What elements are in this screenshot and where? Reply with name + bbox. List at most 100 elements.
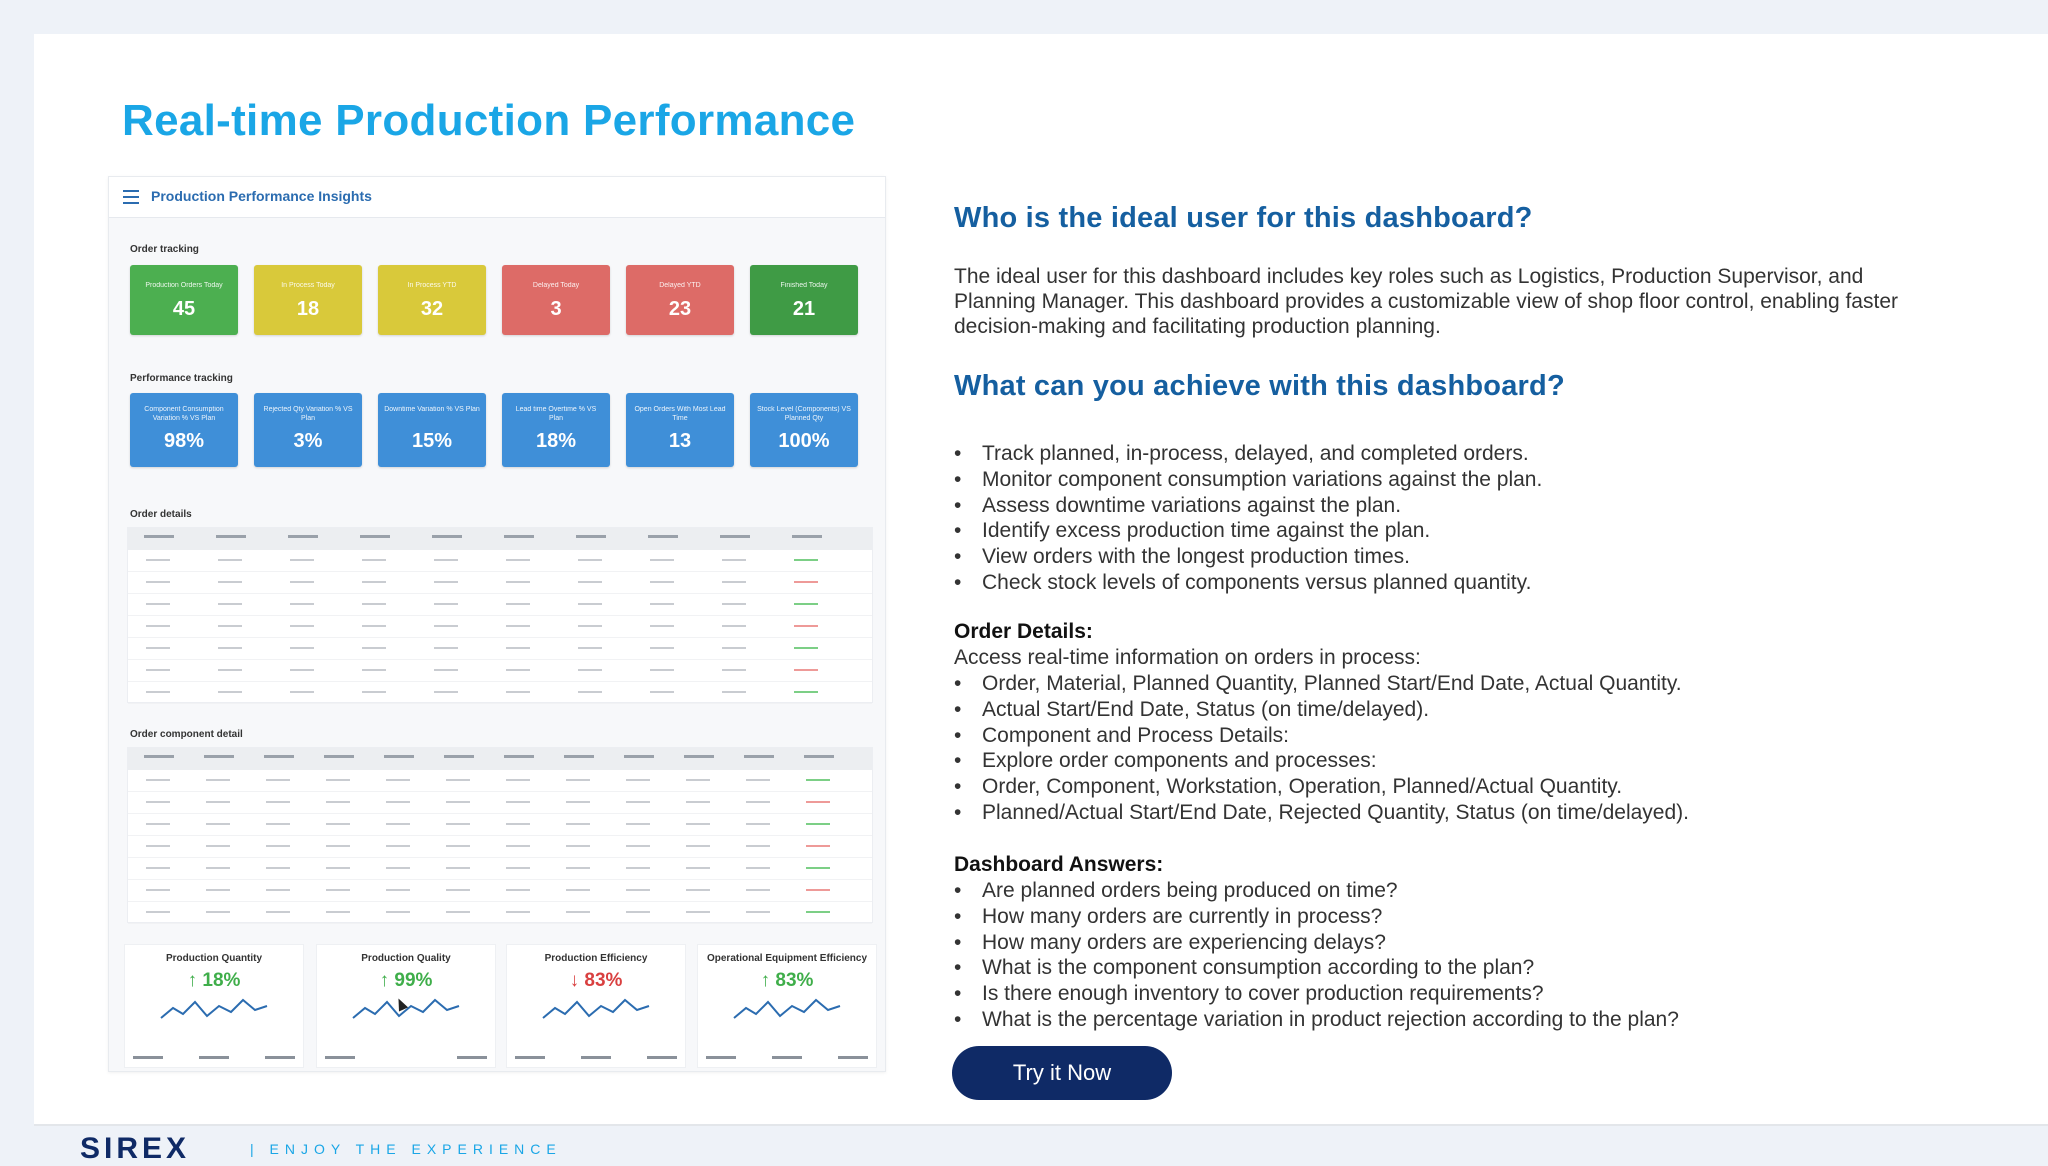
- kpi-foot-value: [133, 1056, 163, 1059]
- performance-tile[interactable]: Component Consumption Variation % VS Pla…: [130, 393, 238, 467]
- tile-label: Downtime Variation % VS Plan: [384, 406, 480, 413]
- performance-tile[interactable]: Lead time Overtime % VS Plan 18%: [502, 393, 610, 467]
- table-row[interactable]: [128, 550, 872, 572]
- table-header: [128, 528, 872, 550]
- kpi-foot-value: [199, 1056, 229, 1059]
- kpi-value: ↑ 99%: [379, 970, 433, 991]
- kpi-card[interactable]: Production Efficiency ↓ 83%: [506, 944, 686, 1068]
- order-details-label: Order details: [130, 509, 192, 520]
- table-row[interactable]: [128, 792, 872, 814]
- table-row[interactable]: [128, 880, 872, 902]
- tile-label: Delayed YTD: [659, 282, 701, 289]
- table-row[interactable]: [128, 836, 872, 858]
- performance-tile[interactable]: Stock Level (Components) VS Planned Qty 1…: [750, 393, 858, 467]
- list-item: What is the component consumption accord…: [954, 955, 1954, 981]
- table-header: [128, 748, 872, 770]
- order-details-table: [127, 527, 873, 704]
- order-tracking-tile[interactable]: In Process YTD 32: [378, 265, 486, 335]
- list-item: Is there enough inventory to cover produ…: [954, 981, 1954, 1007]
- kpi-value: ↑ 83%: [760, 970, 814, 991]
- table-row[interactable]: [128, 660, 872, 682]
- try-it-now-button[interactable]: Try it Now: [952, 1046, 1172, 1100]
- kpi-title: Production Efficiency: [544, 953, 648, 964]
- tile-label: Delayed Today: [532, 282, 580, 289]
- kpi-foot-value: [515, 1056, 545, 1059]
- list-item: Actual Start/End Date, Status (on time/d…: [954, 697, 1954, 723]
- kpi-footer: [325, 1056, 487, 1059]
- tile-label: In Process Today: [281, 282, 335, 289]
- hamburger-menu-icon[interactable]: [123, 190, 139, 204]
- kpi-foot-value: [706, 1056, 736, 1059]
- table-row[interactable]: [128, 858, 872, 880]
- tile-label: Component Consumption Variation % VS Pla…: [144, 406, 224, 422]
- sirex-logo: SIREX: [80, 1132, 191, 1165]
- order-tracking-label: Order tracking: [130, 244, 199, 255]
- list-item: Are planned orders being produced on tim…: [954, 878, 1954, 904]
- kpi-foot-value: [581, 1056, 611, 1059]
- order-details-intro: Access real-time information on orders i…: [954, 646, 1421, 669]
- tile-label: In Process YTD: [407, 282, 457, 289]
- order-component-table: [127, 747, 873, 924]
- list-item: Component and Process Details:: [954, 723, 1954, 749]
- kpi-title: Operational Equipment Efficiency: [706, 953, 868, 964]
- order-tracking-tile[interactable]: Delayed Today 3: [502, 265, 610, 335]
- kpi-card[interactable]: Production Quality ↑ 99%: [316, 944, 496, 1068]
- order-tracking-tile[interactable]: Finished Today 21: [750, 265, 858, 335]
- kpi-foot-value: [647, 1056, 677, 1059]
- kpi-footer: [706, 1056, 868, 1059]
- tile-value: 18: [296, 298, 320, 320]
- performance-tile[interactable]: Rejected Qty Variation % VS Plan 3%: [254, 393, 362, 467]
- ideal-user-text: The ideal user for this dashboard includ…: [954, 265, 1898, 338]
- table-row[interactable]: [128, 902, 872, 924]
- tile-label: Lead time Overtime % VS Plan: [515, 406, 597, 422]
- order-tracking-tile[interactable]: In Process Today 18: [254, 265, 362, 335]
- table-row[interactable]: [128, 682, 872, 704]
- dashboard-title: Production Performance Insights: [151, 188, 372, 204]
- kpi-footer: [133, 1056, 295, 1059]
- table-row[interactable]: [128, 770, 872, 792]
- performance-tile[interactable]: Open Orders With Most Lead Time 13: [626, 393, 734, 467]
- order-tracking-tile[interactable]: Production Orders Today 45: [130, 265, 238, 335]
- footer-tagline: | ENJOY THE EXPERIENCE: [250, 1141, 562, 1157]
- table-row[interactable]: [128, 616, 872, 638]
- list-item: How many orders are experiencing delays?: [954, 930, 1954, 956]
- list-item: Explore order components and processes:: [954, 748, 1954, 774]
- achieve-heading: What can you achieve with this dashboard…: [954, 370, 1565, 402]
- ideal-user-heading: Who is the ideal user for this dashboard…: [954, 202, 1533, 234]
- list-item: Identify excess production time against …: [954, 518, 1954, 544]
- tile-value: 21: [792, 298, 816, 320]
- tile-label: Finished Today: [780, 282, 828, 289]
- tile-label: Production Orders Today: [145, 282, 223, 289]
- tile-value: 100%: [778, 430, 830, 452]
- table-row[interactable]: [128, 572, 872, 594]
- dashboard-header: Production Performance Insights: [109, 177, 885, 218]
- order-tracking-tile[interactable]: Delayed YTD 23: [626, 265, 734, 335]
- tile-label: Open Orders With Most Lead Time: [634, 406, 726, 422]
- list-item: How many orders are currently in process…: [954, 904, 1954, 930]
- tile-label: Rejected Qty Variation % VS Plan: [263, 406, 353, 422]
- kpi-card[interactable]: Operational Equipment Efficiency ↑ 83%: [697, 944, 877, 1068]
- performance-tile[interactable]: Downtime Variation % VS Plan 15%: [378, 393, 486, 467]
- sparkline: [542, 998, 650, 1019]
- table-row[interactable]: [128, 594, 872, 616]
- list-item: Order, Material, Planned Quantity, Plann…: [954, 671, 1954, 697]
- kpi-foot-value: [457, 1056, 487, 1059]
- page-title: Real-time Production Performance: [122, 96, 856, 145]
- order-component-label: Order component detail: [130, 729, 243, 740]
- list-item: Check stock levels of components versus …: [954, 570, 1954, 596]
- list-item: View orders with the longest production …: [954, 544, 1954, 570]
- dashboard-preview: Production Performance Insights Order tr…: [108, 176, 886, 1072]
- table-row[interactable]: [128, 638, 872, 660]
- tile-value: 23: [668, 298, 692, 320]
- kpi-foot-value: [838, 1056, 868, 1059]
- order-details-heading: Order Details:: [954, 620, 1093, 643]
- list-item: Order, Component, Workstation, Operation…: [954, 774, 1954, 800]
- list-item: Planned/Actual Start/End Date, Rejected …: [954, 800, 1954, 826]
- tile-value: 32: [420, 298, 444, 320]
- kpi-foot-value: [325, 1056, 355, 1059]
- list-item: What is the percentage variation in prod…: [954, 1007, 1954, 1033]
- kpi-card[interactable]: Production Quantity ↑ 18%: [124, 944, 304, 1068]
- achieve-list: Track planned, in-process, delayed, and …: [954, 441, 1954, 596]
- table-row[interactable]: [128, 814, 872, 836]
- kpi-foot-value: [772, 1056, 802, 1059]
